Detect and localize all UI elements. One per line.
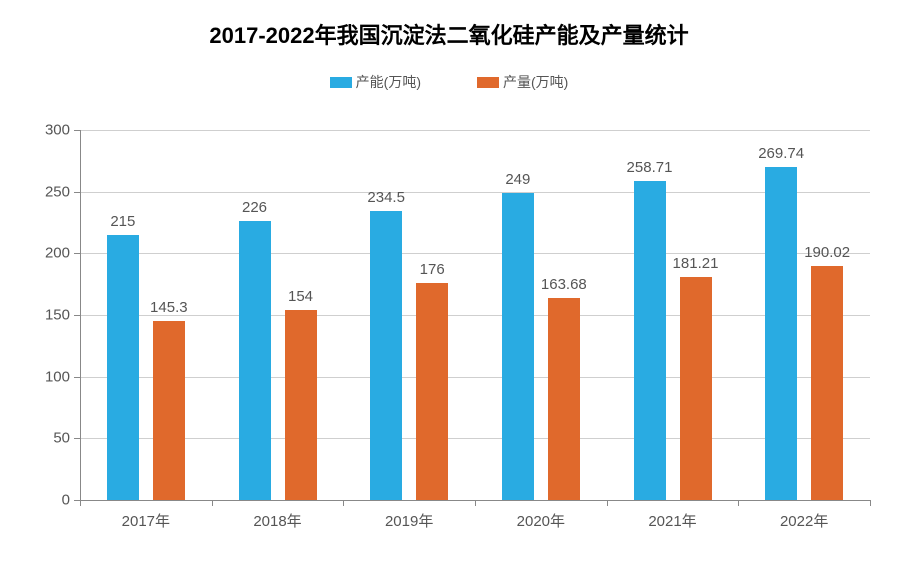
bar-value-label: 215 [110, 213, 135, 230]
legend-swatch [330, 77, 352, 88]
grid-line [80, 438, 870, 439]
y-axis-label: 50 [53, 430, 70, 447]
y-axis-label: 0 [62, 492, 70, 509]
bar [153, 321, 185, 500]
legend: 产能(万吨) 产量(万吨) [0, 72, 898, 92]
bar-value-label: 190.02 [804, 244, 850, 261]
grid-line [80, 253, 870, 254]
legend-label: 产量(万吨) [503, 74, 568, 90]
bar [285, 310, 317, 500]
chart-container: 2017-2022年我国沉淀法二氧化硅产能及产量统计 产能(万吨)产量(万吨) … [0, 0, 898, 569]
bar [811, 266, 843, 500]
x-axis-label: 2017年 [122, 510, 170, 531]
bar [416, 283, 448, 500]
x-axis-label: 2020年 [517, 510, 565, 531]
bar [548, 298, 580, 500]
plot-area: 0501001502002503002017年215145.32018年2261… [80, 130, 870, 500]
x-tick [607, 500, 608, 506]
y-axis-label: 300 [45, 122, 70, 139]
bar-value-label: 145.3 [150, 299, 188, 316]
bar-value-label: 181.21 [673, 255, 719, 272]
legend-item: 产能(万吨) [330, 72, 421, 92]
bar [107, 235, 139, 500]
bar [502, 193, 534, 500]
x-axis-label: 2021年 [648, 510, 696, 531]
x-tick [738, 500, 739, 506]
legend-label: 产能(万吨) [356, 74, 421, 90]
x-tick [212, 500, 213, 506]
chart-title: 2017-2022年我国沉淀法二氧化硅产能及产量统计 [0, 18, 898, 50]
bar [634, 181, 666, 500]
x-tick [343, 500, 344, 506]
y-axis-label: 200 [45, 245, 70, 262]
y-axis-label: 100 [45, 368, 70, 385]
x-axis-label: 2018年 [253, 510, 301, 531]
bar-value-label: 176 [420, 261, 445, 278]
x-axis-label: 2019年 [385, 510, 433, 531]
x-axis-label: 2022年 [780, 510, 828, 531]
x-tick [870, 500, 871, 506]
y-axis-label: 250 [45, 183, 70, 200]
y-axis [80, 130, 81, 500]
bar-value-label: 249 [505, 171, 530, 188]
bar [680, 277, 712, 500]
legend-swatch [477, 77, 499, 88]
bar-value-label: 154 [288, 288, 313, 305]
grid-line [80, 377, 870, 378]
bar [239, 221, 271, 500]
grid-line [80, 315, 870, 316]
y-axis-label: 150 [45, 307, 70, 324]
grid-line [80, 192, 870, 193]
bar [370, 211, 402, 500]
bar-value-label: 163.68 [541, 276, 587, 293]
x-tick [475, 500, 476, 506]
legend-item: 产量(万吨) [477, 72, 568, 92]
bar-value-label: 234.5 [367, 189, 405, 206]
bar-value-label: 269.74 [758, 145, 804, 162]
bar-value-label: 226 [242, 199, 267, 216]
grid-line [80, 130, 870, 131]
bar-value-label: 258.71 [627, 159, 673, 176]
bar [765, 167, 797, 500]
x-tick [80, 500, 81, 506]
